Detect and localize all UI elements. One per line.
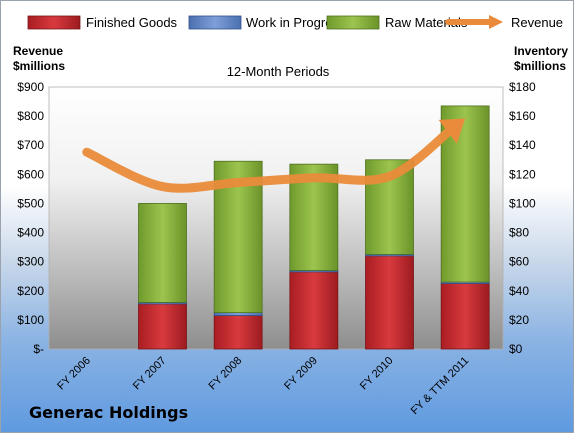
legend-item-revenue: Revenue [445, 15, 563, 30]
legend-item-finished-goods: Finished Goods [27, 15, 178, 30]
x-tick-label: FY 2009 [282, 355, 320, 393]
legend-label-finished-goods: Finished Goods [86, 15, 178, 30]
left-tick-label: $- [33, 342, 44, 356]
legend-swatch-work-in-progress [188, 15, 242, 30]
bar-finished-goods [365, 255, 414, 350]
legend: Finished Goods Work in Progress Raw Mate… [27, 15, 563, 30]
revenue-arrowhead [438, 118, 466, 144]
left-tick-label: $100 [17, 313, 44, 327]
legend-item-raw-materials: Raw Materials [326, 15, 468, 30]
bar-finished-goods [289, 271, 339, 350]
legend-label-revenue: Revenue [511, 15, 563, 30]
left-tick-label: $400 [17, 226, 44, 240]
left-axis-ticks: $- $100 $200 $300 $400 $500 $600 $700 $800 $900 [17, 80, 44, 356]
right-axis-title-line2: $millions [514, 59, 566, 73]
revenue-line-path [82, 122, 459, 193]
x-tick-label: FY 2007 [131, 355, 169, 393]
right-tick-label: $60 [509, 255, 529, 269]
left-axis-title-line2: $millions [13, 59, 65, 73]
right-tick-label: $80 [509, 226, 529, 240]
legend-swatch-raw-materials [326, 15, 380, 30]
left-axis-title-line1: Revenue [13, 44, 63, 58]
right-tick-label: $180 [509, 80, 536, 94]
left-tick-label: $500 [17, 196, 44, 210]
left-tick-label: $200 [17, 284, 44, 298]
left-tick-label: $600 [17, 167, 44, 181]
chart-title: 12-Month Periods [227, 64, 330, 79]
legend-item-work-in-progress: Work in Progress [188, 15, 346, 30]
bar-finished-goods [440, 283, 490, 350]
right-axis-ticks: $0 $20 $40 $60 $80 $100 $120 $140 $160 $180 [509, 80, 536, 356]
left-tick-label: $900 [17, 80, 44, 94]
right-tick-label: $160 [509, 109, 536, 123]
left-tick-label: $300 [17, 255, 44, 269]
right-axis-title-line1: Inventory [514, 44, 568, 58]
left-tick-label: $800 [17, 109, 44, 123]
bar-finished-goods [213, 315, 263, 350]
plot-area [48, 86, 504, 350]
left-tick-label: $700 [17, 138, 44, 152]
right-tick-label: $140 [509, 138, 536, 152]
bar-finished-goods [138, 303, 187, 350]
legend-label-raw-materials: Raw Materials [385, 15, 468, 30]
legend-swatch-finished-goods [27, 15, 81, 30]
right-tick-label: $40 [509, 284, 529, 298]
right-tick-label: $0 [509, 342, 523, 356]
x-tick-label: FY 2010 [358, 355, 396, 393]
x-tick-label: FY & TTM 2011 [409, 355, 472, 418]
bar-raw-materials [138, 203, 187, 303]
bar-work-in-progress [213, 312, 263, 316]
legend-arrowhead-revenue [489, 15, 503, 29]
company-name: Generac Holdings [29, 403, 189, 422]
right-tick-label: $120 [509, 167, 536, 181]
revenue-line [82, 118, 466, 193]
right-tick-label: $20 [509, 313, 529, 327]
right-tick-label: $100 [509, 196, 536, 210]
legend-label-work-in-progress: Work in Progress [246, 15, 346, 30]
x-tick-label: FY 2006 [55, 355, 93, 393]
x-tick-label: FY 2008 [207, 355, 245, 393]
